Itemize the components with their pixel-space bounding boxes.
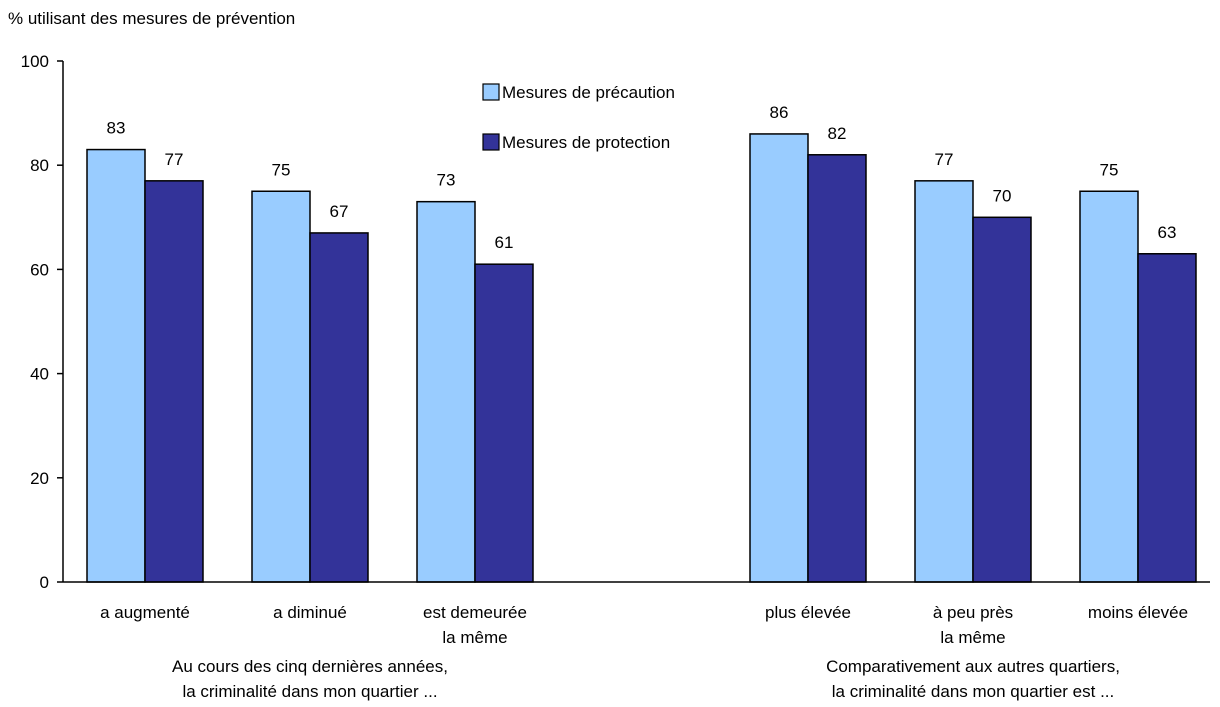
bar-value-label: 61 [495, 233, 514, 252]
bar-precaution [749, 133, 809, 583]
x-category-label: est demeurée [423, 603, 527, 622]
x-category-label: moins élevée [1088, 603, 1188, 622]
x-category-label: a augmenté [100, 603, 190, 622]
x-category-label: à peu près [933, 603, 1013, 622]
bar-value-label: 86 [770, 103, 789, 122]
bar-precaution [86, 148, 146, 583]
legend-label: Mesures de protection [502, 133, 670, 152]
bar-precaution [416, 200, 476, 583]
bar-value-label: 83 [107, 119, 126, 138]
legend-swatch-precaution [482, 83, 500, 101]
bar-value-labels: 83 75 73 86 77 75 77 67 61 82 70 63 [107, 103, 1177, 252]
bar-value-label: 77 [165, 150, 184, 169]
x-axis: a augmenté a diminué est demeurée la même pl… [63, 581, 1210, 701]
legend-label: Mesures de précaution [502, 83, 675, 102]
bar-protection [972, 216, 1032, 583]
bar-protection [1137, 253, 1197, 583]
bar-protection [144, 180, 204, 583]
legend: Mesures de précaution Mesures de protecti… [482, 83, 675, 152]
bar-value-label: 82 [828, 124, 847, 143]
y-tick-label: 0 [40, 573, 49, 592]
y-tick-label: 40 [30, 365, 49, 384]
bar-value-label: 70 [993, 186, 1012, 205]
x-category-label: la même [940, 628, 1005, 647]
y-tick-label: 100 [21, 52, 49, 71]
x-category-label: plus élevée [765, 603, 851, 622]
x-category-label: a diminué [273, 603, 347, 622]
bar-precaution [251, 190, 311, 583]
x-group-label: la criminalité dans mon quartier est ... [832, 682, 1115, 701]
x-group-label: Au cours des cinq dernières années, [172, 657, 448, 676]
bar-value-label: 75 [1100, 160, 1119, 179]
y-axis-title: % utilisant des mesures de prévention [8, 9, 295, 28]
bar-value-label: 67 [330, 202, 349, 221]
y-tick-label: 60 [30, 260, 49, 279]
y-axis: 0 20 40 60 80 100 [21, 52, 64, 592]
bar-value-label: 63 [1158, 223, 1177, 242]
y-tick-label: 20 [30, 469, 49, 488]
bars [86, 133, 1197, 583]
bar-precaution [914, 180, 974, 583]
x-group-label: Comparativement aux autres quartiers, [826, 657, 1120, 676]
bar-value-label: 77 [935, 150, 954, 169]
x-category-label: la même [442, 628, 507, 647]
bar-precaution [1079, 190, 1139, 583]
legend-swatch-protection [482, 133, 500, 151]
bar-protection [807, 154, 867, 583]
y-tick-label: 80 [30, 156, 49, 175]
bar-protection [309, 232, 369, 583]
bar-value-label: 75 [272, 160, 291, 179]
bar-protection [474, 263, 534, 583]
bar-value-label: 73 [437, 171, 456, 190]
x-group-label: la criminalité dans mon quartier ... [182, 682, 437, 701]
